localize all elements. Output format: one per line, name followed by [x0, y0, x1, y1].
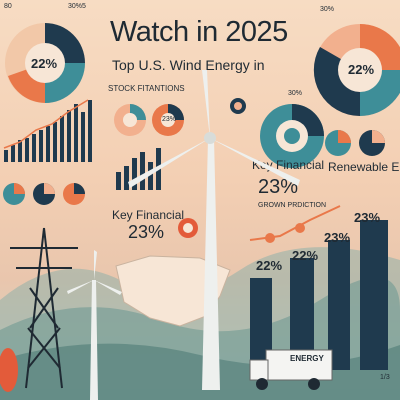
wind-turbine-small: [67, 250, 122, 400]
key-financial-percent-right: 23%: [258, 176, 299, 198]
small-pie-percent: 23%: [162, 116, 177, 123]
page-subtitle: Top U.S. Wind Energy in: [112, 57, 265, 73]
bar-percent-1: 22%: [256, 258, 283, 273]
bar-percent-3: 23%: [324, 230, 351, 245]
donut-chart-top-left: [5, 23, 85, 103]
corner-label: 1/3: [380, 374, 390, 381]
energy-truck-illustration: [249, 349, 333, 390]
wind-turbine-illustration: [128, 70, 300, 390]
top-left-label-2: 30%5: [68, 3, 86, 10]
bar-percent-4: 23%: [354, 210, 381, 225]
truck-label: ENERGY: [290, 354, 324, 363]
target-icon: [178, 218, 198, 238]
donut-chart-center: [260, 104, 324, 168]
key-financial-percent-left: 23%: [128, 222, 165, 242]
bar-percent-2: 22%: [292, 248, 319, 263]
top-right-label: 30%: [320, 6, 335, 13]
center-percent: 30%: [288, 90, 303, 97]
transmission-tower-illustration: [10, 227, 78, 389]
growth-label: GROWN PRDICTION: [258, 202, 327, 209]
small-pie-pair: [114, 104, 184, 136]
page-title: Watch in 2025: [110, 16, 288, 48]
bar-chart-left: [3, 99, 92, 162]
stock-label: STOCK FITANTIONS: [108, 84, 185, 93]
pie-row-right: [325, 130, 385, 156]
key-financial-left: Key Financial: [112, 208, 185, 222]
donut-left-percent: 22%: [31, 56, 58, 71]
sun-icon: [230, 98, 246, 114]
donut-chart-top-right: [313, 24, 400, 117]
pie-row-left: [3, 183, 85, 205]
top-left-label: 80: [4, 3, 12, 10]
donut-right-percent: 22%: [348, 62, 375, 77]
renewable-label: Renewable Ener: [328, 160, 400, 174]
